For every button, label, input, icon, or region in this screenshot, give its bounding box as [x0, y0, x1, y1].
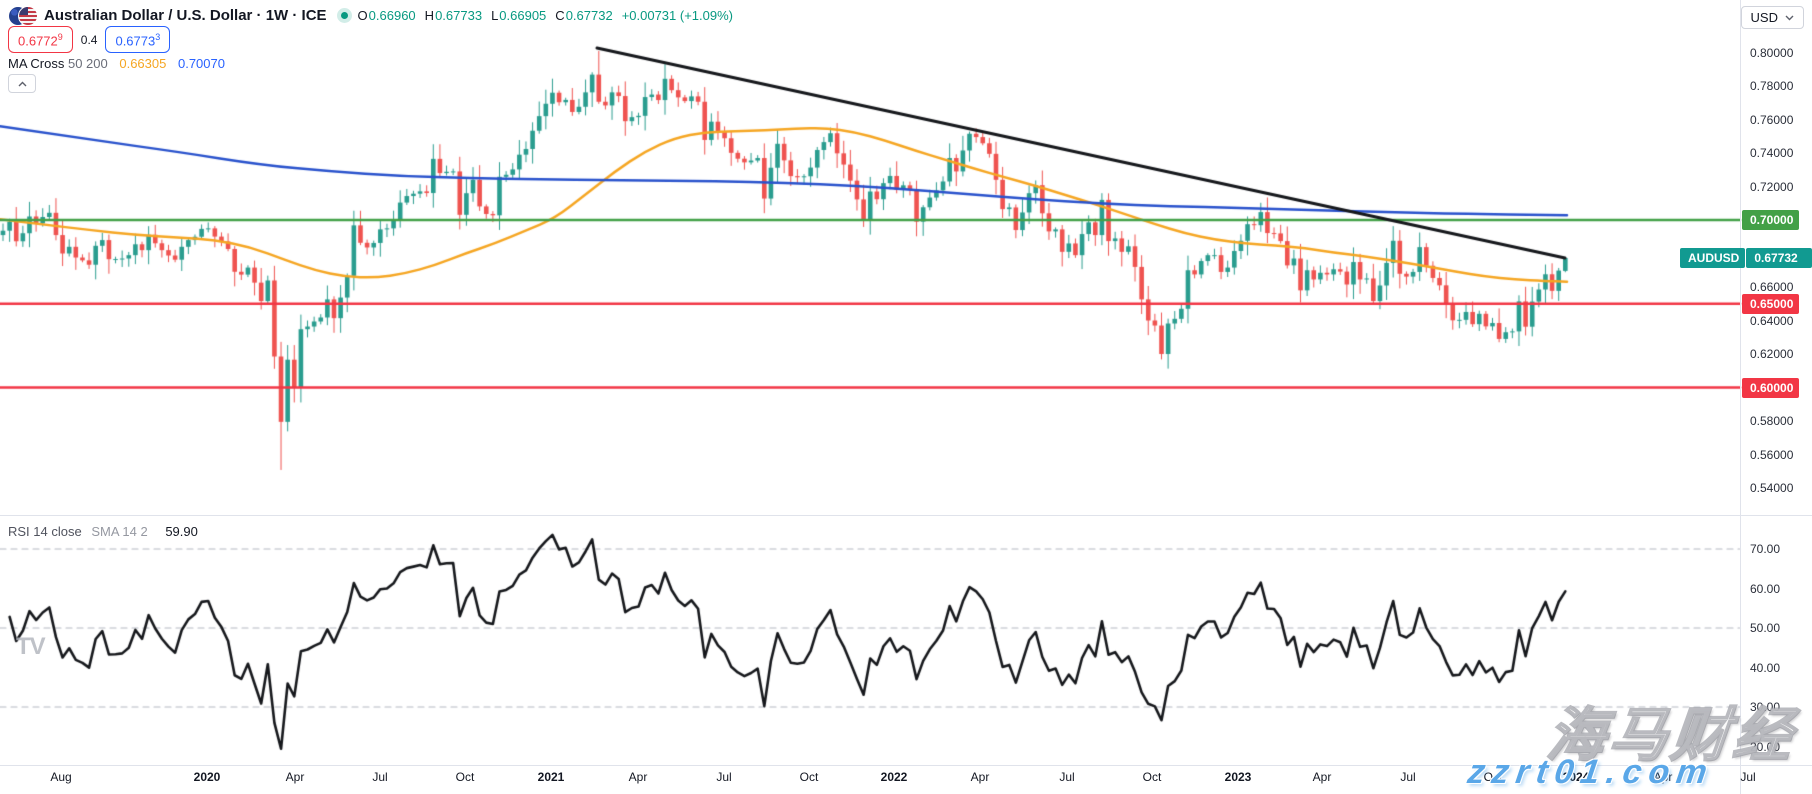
sell-price-button[interactable]: 0.67729 [8, 26, 73, 54]
price-tick: 0.62000 [1750, 347, 1794, 361]
time-label-month: Jul [1059, 770, 1075, 784]
rsi-tick: 20.00 [1750, 739, 1781, 754]
time-label-year: 2024 [1562, 770, 1590, 784]
time-label-month: Aug [50, 770, 72, 784]
time-label-month: Jul [372, 770, 388, 784]
pane-divider[interactable] [0, 515, 1812, 516]
time-label-month: Jul [716, 770, 732, 784]
rsi-tick: 60.00 [1750, 581, 1781, 596]
symbol-title[interactable]: Australian Dollar / U.S. Dollar · 1W · I… [44, 6, 327, 24]
ma200-value: 0.70070 [177, 56, 225, 71]
collapse-legend-button[interactable] [8, 74, 36, 93]
price-tick: 0.66000 [1750, 280, 1794, 294]
rsi-tick: 30.00 [1750, 700, 1781, 714]
price-level-badge: 0.65000 [1742, 293, 1800, 314]
price-tick: 0.58000 [1750, 414, 1794, 428]
high-value: 0.67733 [435, 7, 483, 23]
price-tick: 0.54000 [1750, 481, 1794, 495]
low-value: 0.66905 [499, 7, 547, 23]
time-label-month: Oct [1142, 770, 1162, 784]
time-label-month: Oct [799, 770, 819, 784]
time-label-month: Apr [970, 770, 990, 784]
time-label-year: 2020 [193, 770, 221, 784]
market-status-icon[interactable] [340, 11, 348, 19]
time-label-month: Apr [285, 770, 305, 784]
time-label-year: 2023 [1224, 770, 1252, 784]
close-value: 0.67732 [565, 7, 613, 23]
rsi-tick: 40.00 [1750, 660, 1781, 675]
ohlc-values: O0.66960 H0.67733 L0.66905 C0.67732 +0.0… [357, 7, 733, 23]
rsi-tick: 70.00 [1750, 542, 1781, 556]
chevron-up-icon [18, 81, 26, 86]
price-tick: 0.78000 [1750, 79, 1794, 93]
rsi-indicator-legend[interactable]: RSI 14 close SMA 14 2 59.90 [8, 524, 198, 539]
change-value: +0.00731 (+1.09%) [621, 7, 733, 23]
tradingview-logo[interactable]: TV [16, 633, 46, 660]
currency-selector[interactable]: USD [1740, 6, 1804, 29]
price-level-badge: 0.70000 [1742, 210, 1800, 230]
time-label-month: Apr [1653, 770, 1673, 784]
time-axis[interactable]: Aug 2020 Apr Jul Oct 2021 Apr Jul Oct 2022 Apr Jul O… [0, 766, 1812, 794]
open-value: 0.66960 [368, 7, 416, 23]
buy-price-button[interactable]: 0.67733 [105, 26, 171, 54]
watermark-site: zzrt01.com [1465, 753, 1717, 791]
time-label-month: Jul [1400, 770, 1416, 784]
price-tick: 0.80000 [1750, 45, 1794, 60]
last-price-badge: AUDUSD 0.67732 [1680, 247, 1812, 268]
time-label-month: Oct [1483, 770, 1503, 784]
price-tick: 0.74000 [1750, 146, 1794, 160]
price-tick: 0.72000 [1750, 179, 1794, 194]
price-level-badge: 0.60000 [1742, 377, 1800, 398]
spread-value: 0.4 [80, 32, 98, 47]
price-axis-divider [1740, 0, 1741, 794]
audusd-pair-icon [8, 5, 38, 26]
rsi-value: 59.90 [165, 524, 198, 539]
time-label-month: Jul [1740, 770, 1756, 784]
time-label-month: Apr [1312, 770, 1332, 784]
time-label-month: Oct [455, 770, 475, 784]
time-label-year: 2021 [537, 770, 565, 784]
rsi-tick: 50.00 [1750, 621, 1781, 635]
time-label-year: 2022 [880, 770, 908, 784]
price-tick: 0.56000 [1750, 447, 1794, 462]
ma50-value: 0.66305 [119, 56, 167, 71]
chevron-down-icon [1785, 15, 1794, 20]
price-axis[interactable]: 0.800000.780000.760000.740000.720000.680… [1741, 0, 1812, 765]
ma-cross-legend[interactable]: MA Cross 50 200 0.66305 0.70070 [8, 56, 225, 71]
price-tick: 0.64000 [1750, 313, 1794, 328]
price-tick: 0.76000 [1750, 112, 1794, 127]
time-axis-divider [0, 765, 1812, 766]
time-label-month: Apr [628, 770, 648, 784]
